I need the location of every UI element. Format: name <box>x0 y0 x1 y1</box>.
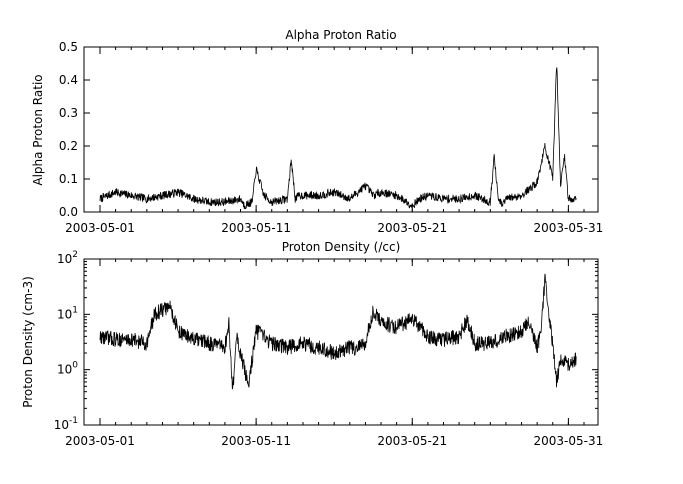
y-tick-label: 0.2 <box>59 139 78 153</box>
y-tick-exponent: 0 <box>72 361 78 371</box>
y-tick-label: 100 <box>57 361 78 377</box>
plot-frame <box>83 258 599 426</box>
y-tick-base: 10 <box>57 252 72 266</box>
x-tick-label: 2003-05-21 <box>377 434 447 448</box>
y-tick-exponent: 1 <box>72 305 78 315</box>
y-tick-base: 10 <box>54 418 69 432</box>
axis-ticks <box>84 46 598 213</box>
y-axis-label: Proton Density (cm-3) <box>21 276 35 408</box>
y-tick-label: 0.4 <box>59 73 78 87</box>
y-axis-label: Alpha Proton Ratio <box>31 74 45 185</box>
y-tick-label: 0.3 <box>59 106 78 120</box>
proton-density-panel: Proton Density (/cc) Proton Density (cm-… <box>21 240 603 448</box>
series-line <box>99 67 577 210</box>
x-tick-label: 2003-05-11 <box>221 221 291 235</box>
y-tick-label: 101 <box>57 305 78 321</box>
x-tick-label: 2003-05-31 <box>534 221 604 235</box>
chart-title: Proton Density (/cc) <box>282 240 401 254</box>
y-tick-label: 10-1 <box>54 416 78 432</box>
x-tick-label: 2003-05-01 <box>65 434 135 448</box>
y-tick-exponent: 2 <box>72 250 78 260</box>
y-tick-exponent: -1 <box>69 416 78 426</box>
axis-tick-labels: 0.0 0.1 0.2 0.3 0.4 0.5 2003-05-01 2003-05-11 20… <box>59 40 603 235</box>
plot-frame <box>83 46 599 213</box>
y-tick-label: 102 <box>57 250 78 266</box>
axis-ticks <box>84 258 598 426</box>
y-tick-label: 0.5 <box>59 40 78 54</box>
y-tick-base: 10 <box>57 363 72 377</box>
chart-title: Alpha Proton Ratio <box>285 28 396 42</box>
x-tick-label: 2003-05-31 <box>534 434 604 448</box>
alpha-proton-ratio-panel: Alpha Proton Ratio Alpha Proton Ratio 0.… <box>31 28 603 235</box>
y-tick-label: 0.1 <box>59 172 78 186</box>
x-tick-label: 2003-05-11 <box>221 434 291 448</box>
x-tick-label: 2003-05-01 <box>65 221 135 235</box>
y-tick-label: 0.0 <box>59 205 78 219</box>
series-line <box>99 273 577 390</box>
y-tick-base: 10 <box>57 307 72 321</box>
x-tick-label: 2003-05-21 <box>377 221 447 235</box>
